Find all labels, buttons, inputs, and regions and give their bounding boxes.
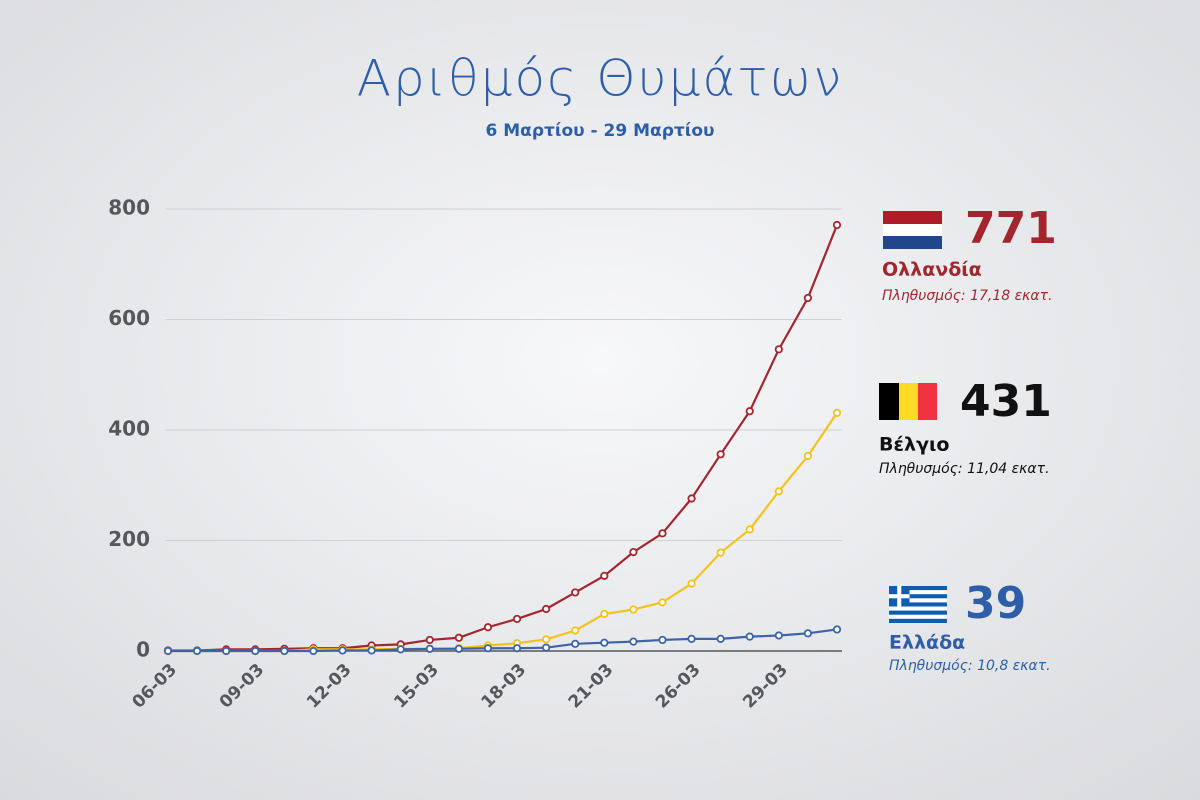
data-point — [222, 646, 231, 656]
data-point — [774, 345, 783, 354]
data-point — [542, 635, 551, 644]
data-point — [396, 645, 405, 654]
y-tick-label: 0 — [136, 638, 150, 662]
y-tick-label: 800 — [108, 196, 150, 220]
y-tick-label: 200 — [108, 527, 150, 551]
data-point — [687, 579, 696, 588]
data-point — [600, 638, 609, 647]
data-point — [832, 220, 842, 230]
data-point — [542, 604, 551, 614]
flag-netherlands — [883, 211, 942, 249]
data-point — [745, 407, 754, 416]
flag-belgium — [879, 383, 937, 420]
data-point — [629, 637, 638, 646]
data-point — [425, 644, 434, 653]
data-point — [192, 646, 202, 656]
data-point — [629, 548, 638, 557]
data-point — [774, 631, 783, 640]
data-point — [338, 646, 347, 655]
data-point — [512, 644, 522, 653]
data-point — [716, 634, 725, 643]
legend-label: Βέλγιο — [879, 434, 949, 456]
population-note: Πληθυσμός: 10,8 εκατ. — [889, 658, 1051, 674]
legend-label: Ελλάδα — [889, 632, 965, 654]
population-note: Πληθυσμός: 17,18 εκατ. — [882, 288, 1053, 304]
data-point — [571, 639, 580, 648]
data-point — [600, 571, 609, 580]
data-point — [658, 598, 667, 607]
total-value: 431 — [960, 376, 1052, 427]
data-point — [832, 408, 842, 417]
chart-subtitle: 6 Μαρτίου - 29 Μαρτίου — [485, 121, 714, 141]
data-point — [745, 525, 754, 534]
data-point — [803, 451, 813, 461]
data-point — [803, 293, 813, 303]
legend-label: Ολλανδία — [882, 259, 982, 281]
data-point — [716, 450, 725, 459]
data-point — [251, 646, 260, 656]
data-point — [571, 626, 580, 635]
data-point — [745, 632, 754, 641]
series-line — [168, 224, 839, 652]
data-point — [658, 635, 667, 645]
y-tick-label: 600 — [108, 306, 150, 330]
data-point — [454, 644, 463, 653]
data-point — [483, 623, 493, 632]
data-point — [774, 487, 783, 496]
data-point — [571, 588, 580, 597]
data-point — [425, 635, 434, 645]
series-line — [168, 628, 838, 653]
data-point — [367, 646, 376, 655]
y-tick-label: 400 — [108, 417, 150, 441]
data-point — [542, 643, 551, 652]
data-point — [716, 548, 725, 557]
population-note: Πληθυσμός: 11,04 εκατ. — [879, 461, 1050, 477]
total-value: 39 — [965, 578, 1026, 629]
data-point — [600, 609, 609, 619]
data-point — [803, 629, 813, 638]
flag-greece — [889, 586, 947, 623]
data-point — [280, 646, 289, 656]
chart-title: Αριθμός Θυμάτων — [357, 50, 844, 108]
total-value: 771 — [965, 203, 1057, 254]
data-point — [483, 644, 493, 653]
data-point — [658, 529, 667, 538]
data-point — [629, 605, 638, 614]
data-point — [309, 646, 318, 656]
data-point — [832, 625, 842, 634]
data-point — [687, 634, 696, 643]
data-point — [512, 614, 522, 624]
data-point — [163, 646, 173, 656]
data-point — [454, 633, 463, 642]
data-point — [687, 494, 696, 503]
